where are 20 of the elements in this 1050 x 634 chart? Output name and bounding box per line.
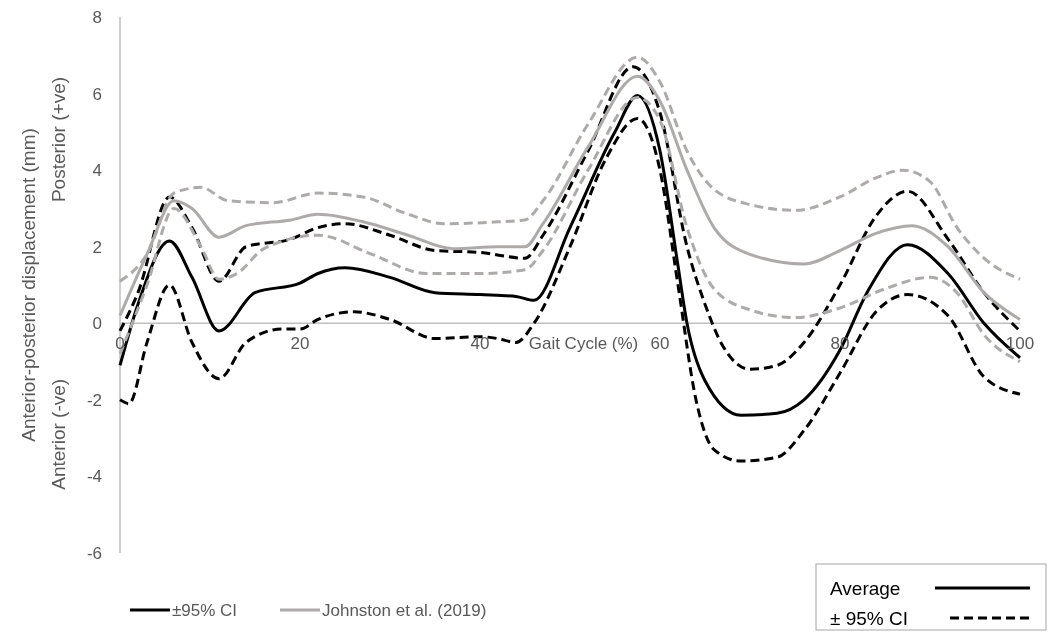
text: Anterior (-ve) bbox=[47, 378, 69, 490]
y-tick-label: -6 bbox=[86, 543, 102, 563]
y-tick-label: 2 bbox=[92, 237, 102, 257]
x-tick-label: 20 bbox=[290, 333, 310, 353]
y-tick-label: 4 bbox=[92, 161, 102, 181]
y-tick-label: 0 bbox=[92, 314, 102, 334]
y-tick-label: -4 bbox=[86, 467, 102, 487]
x-tick-label: 0 bbox=[115, 333, 125, 353]
x-axis-title: Gait Cycle (%) bbox=[528, 333, 639, 353]
x-tick-label: 60 bbox=[650, 333, 670, 353]
y-tick-label: 8 bbox=[92, 7, 102, 27]
x-tick-label: 40 bbox=[470, 333, 490, 353]
style-key: Average ± 95% CI bbox=[815, 563, 1047, 631]
x-tick-label: 100 bbox=[1005, 333, 1035, 353]
y-tick-label: 6 bbox=[92, 84, 102, 104]
text: Posterior (+ve) bbox=[47, 76, 69, 203]
legend-label: Johnston et al. (2019) bbox=[322, 600, 487, 620]
y-tick-label: -2 bbox=[86, 390, 102, 410]
legend-label: ±95% CI bbox=[172, 600, 238, 620]
y-axis-title: Anterior-posterior displacement (mm) bbox=[17, 128, 39, 442]
